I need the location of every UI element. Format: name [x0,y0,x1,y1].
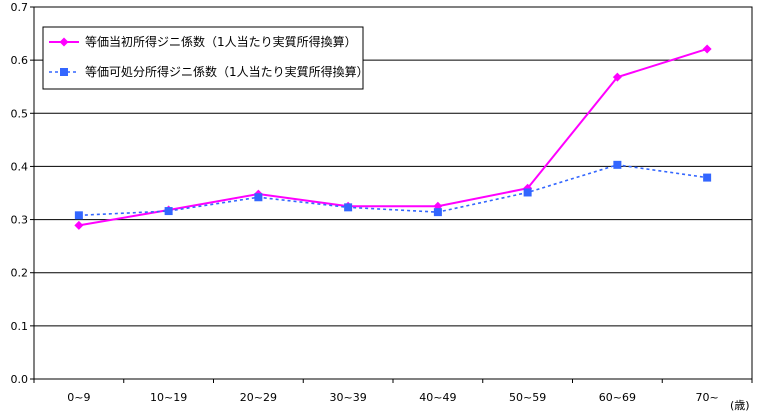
y-tick-label: 0.2 [11,267,29,280]
y-tick-label: 0.7 [11,1,29,14]
y-tick-label: 0.1 [11,320,29,333]
x-tick-label: 10~19 [150,391,187,404]
x-axis-ticks: 0~9 10~19 20~29 30~39 40~49 50~59 60~69 70~ [33,379,753,404]
series-line-1 [78,48,708,227]
y-tick-label: 0.5 [11,107,29,120]
legend-box [42,26,364,90]
data-point-s2-1 [164,207,173,216]
x-tick-label: 70~ [696,391,719,404]
y-tick-label: 0.3 [11,214,29,227]
x-unit-label: (歳) [730,399,750,412]
data-point-s2-3 [344,203,353,212]
y-tick-label: 0.6 [11,54,29,67]
data-point-s2-0 [74,211,83,220]
data-point-s1-0 [74,220,84,230]
legend-marker-2 [60,68,68,76]
data-point-s2-5 [523,188,532,197]
series-group [74,44,712,230]
x-tick-label: 20~29 [240,391,277,404]
legend-label-1: 等価当初所得ジニ係数（1人当たり実質所得換算） [85,34,357,49]
data-point-s2-4 [433,208,442,217]
series-line-2 [78,164,708,217]
x-tick-label: 0~9 [67,391,90,404]
data-point-s2-7 [703,173,712,182]
x-tick-label: 60~69 [599,391,636,404]
data-point-s2-2 [254,193,263,202]
legend-label-2: 等価可処分所得ジニ係数（1人当たり実質所得換算） [85,64,369,79]
data-point-s2-6 [613,160,622,169]
y-tick-label: 0.0 [11,373,29,386]
y-axis-ticks: 0.0 0.1 0.2 0.3 0.4 0.5 0.6 0.7 [11,1,34,386]
x-tick-label: 40~49 [419,391,456,404]
x-tick-label: 50~59 [509,391,546,404]
legend: 等価当初所得ジニ係数（1人当たり実質所得換算） 等価可処分所得ジニ係数（1人当たり… [42,26,369,90]
data-point-s1-7 [702,44,712,54]
data-point-s1-6 [612,72,622,82]
y-tick-label: 0.4 [11,160,29,173]
legend-marker-1 [59,37,69,47]
x-tick-label: 30~39 [330,391,367,404]
